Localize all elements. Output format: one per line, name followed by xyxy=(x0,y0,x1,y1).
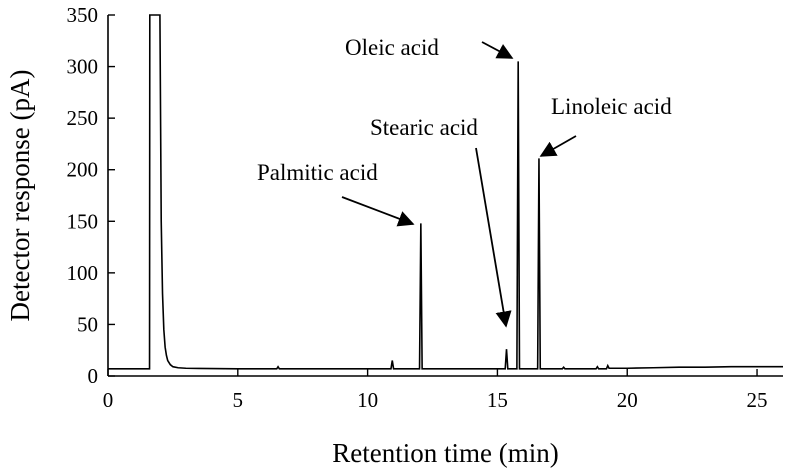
peak-annotation: Palmitic acid xyxy=(257,160,415,227)
peak-annotations: Palmitic acid Stearic acid Oleic acid Linol… xyxy=(257,35,672,328)
y-tick-label: 200 xyxy=(67,158,99,182)
x-tick-label: 25 xyxy=(747,388,768,412)
annotation-arrow xyxy=(341,196,415,227)
x-tick-label: 20 xyxy=(617,388,638,412)
peak-annotation: Stearic acid xyxy=(370,115,512,328)
x-axis-title: Retention time (min) xyxy=(332,438,558,468)
peak-annotation: Oleic acid xyxy=(345,35,514,60)
y-tick-label: 100 xyxy=(67,261,99,285)
annotation-arrow xyxy=(475,147,512,328)
annotation-label: Stearic acid xyxy=(370,115,478,140)
annotation-arrow xyxy=(481,41,514,59)
y-tick-label: 50 xyxy=(77,312,98,336)
y-axis-ticks: 0 50 100 150 200 250 300 350 xyxy=(67,3,115,388)
y-tick-label: 150 xyxy=(67,209,99,233)
y-tick-label: 250 xyxy=(67,106,99,130)
annotation-label: Oleic acid xyxy=(345,35,439,60)
x-tick-label: 5 xyxy=(233,388,244,412)
x-tick-label: 0 xyxy=(103,388,114,412)
y-tick-label: 0 xyxy=(88,364,99,388)
x-tick-label: 10 xyxy=(357,388,378,412)
y-tick-label: 350 xyxy=(67,3,99,27)
x-axis-ticks: 0 5 10 15 20 25 xyxy=(103,369,768,412)
annotation-arrow xyxy=(539,135,577,157)
peak-annotation: Linoleic acid xyxy=(539,94,672,157)
x-tick-label: 15 xyxy=(487,388,508,412)
annotation-label: Palmitic acid xyxy=(257,160,378,185)
annotation-label: Linoleic acid xyxy=(551,94,672,119)
y-axis-title: Detector response (pA) xyxy=(5,70,35,322)
plot-frame xyxy=(107,15,783,377)
chromatogram-trace xyxy=(108,14,783,370)
y-tick-label: 300 xyxy=(67,55,99,79)
